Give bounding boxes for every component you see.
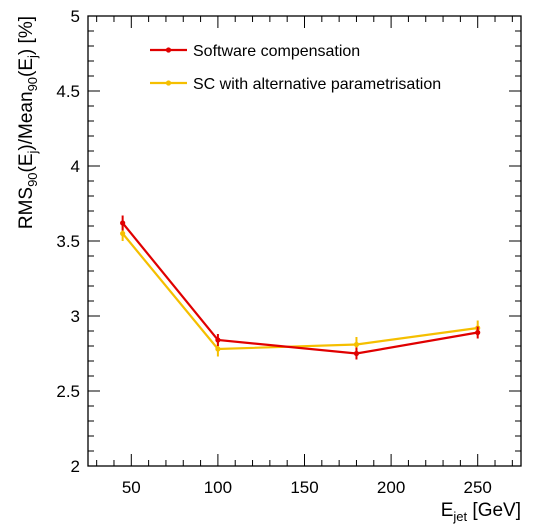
data-point bbox=[215, 337, 221, 343]
data-point bbox=[353, 350, 360, 357]
legend-label: SC with alternative parametrisation bbox=[193, 76, 441, 93]
data-point bbox=[475, 329, 481, 336]
y-axis-label: RMS90(Ej)/Mean90(Ej) [%] bbox=[16, 16, 40, 229]
x-tick-label: 50 bbox=[122, 478, 141, 497]
data-point bbox=[353, 341, 360, 348]
legend-marker bbox=[165, 47, 172, 53]
x-axis-label: Ejet [GeV] bbox=[441, 500, 521, 524]
y-tick-label: 2.5 bbox=[56, 382, 80, 401]
y-tick-label: 3 bbox=[71, 307, 80, 326]
data-point bbox=[120, 220, 126, 226]
x-tick-label: 100 bbox=[204, 478, 232, 497]
series-line bbox=[121, 232, 478, 351]
series-layer bbox=[120, 215, 481, 360]
x-tick-label: 200 bbox=[377, 478, 405, 497]
x-tick-label: 250 bbox=[464, 478, 492, 497]
legend-marker bbox=[165, 80, 172, 86]
legend: Software compensation SC with alternative… bbox=[150, 43, 441, 93]
y-tick-label: 3.5 bbox=[56, 232, 80, 251]
y-tick-label: 2 bbox=[71, 457, 80, 476]
data-point bbox=[120, 230, 126, 237]
y-tick-label: 5 bbox=[71, 7, 80, 26]
data-point bbox=[215, 346, 221, 352]
legend-label: Software compensation bbox=[193, 43, 360, 60]
axis-labels: Ejet [GeV] RMS90(Ej)/Mean90(Ej) [%] bbox=[16, 16, 521, 524]
series-line bbox=[121, 222, 478, 355]
y-tick-label: 4.5 bbox=[56, 82, 80, 101]
ticks-layer: 50 100 150 200 250 2 2.5 3 3.5 4 4.5 5 bbox=[56, 7, 521, 497]
y-tick-label: 4 bbox=[71, 157, 80, 176]
x-tick-label: 150 bbox=[290, 478, 318, 497]
